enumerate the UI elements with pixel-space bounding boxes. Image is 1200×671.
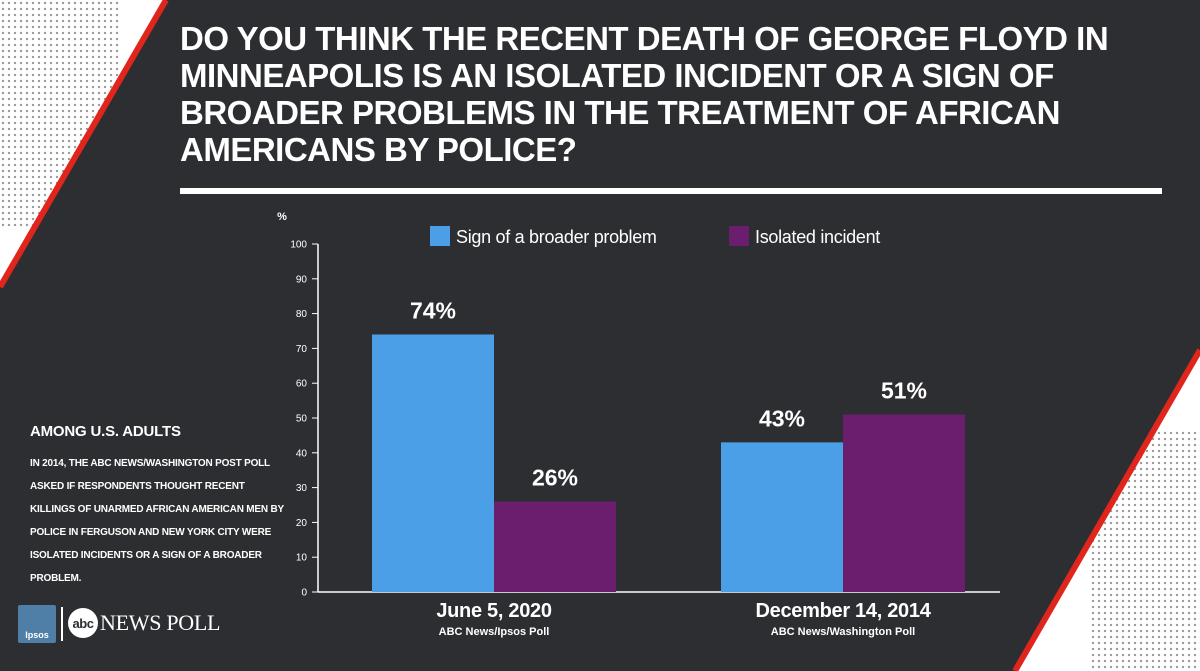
ipsos-logo: Ipsos [18,605,56,643]
bar-value-label: 43% [759,405,805,431]
y-tick-label: 60 [296,379,308,390]
x-category-label: June 5, 2020 [436,600,552,622]
title-divider [180,188,1162,194]
y-tick-label: 90 [296,274,308,285]
red-edge-right [1012,348,1200,671]
red-edge-left [0,0,169,289]
x-category-label: December 14, 2014 [755,600,931,622]
chart-title: DO YOU THINK THE RECENT DEATH OF GEORGE … [180,20,1109,168]
logo-divider [61,607,63,641]
bar-value-label: 51% [881,378,927,404]
bar [843,414,965,592]
y-tick-label: 20 [296,518,308,529]
legend-swatch [430,226,450,246]
bar [494,501,616,592]
bar-value-label: 26% [532,465,578,491]
legend-swatch [729,226,749,246]
y-axis-label: % [277,211,287,223]
y-tick-label: 80 [296,309,308,320]
x-category-sublabel: ABC News/Washington Poll [771,626,915,638]
y-tick-label: 100 [290,240,307,251]
bar [721,442,843,592]
x-category-sublabel: ABC News/Ipsos Poll [439,626,550,638]
y-tick-label: 50 [296,414,308,425]
y-tick-label: 40 [296,448,308,459]
y-tick-label: 30 [296,483,308,494]
bar [372,334,494,592]
sidebar-heading: AMONG U.S. ADULTS [30,423,181,440]
y-tick-label: 10 [296,553,308,564]
sidebar-note: IN 2014, THE ABC NEWS/WASHINGTON POST PO… [30,458,284,584]
legend-label: Sign of a broader problem [456,227,657,247]
news-poll-label: NEWS POLL [100,610,221,635]
legend-label: Isolated incident [755,227,880,247]
y-tick-label: 70 [296,344,308,355]
y-tick-label: 0 [301,588,307,599]
abc-logo: abc [68,608,98,638]
bar-value-label: 74% [410,297,456,323]
